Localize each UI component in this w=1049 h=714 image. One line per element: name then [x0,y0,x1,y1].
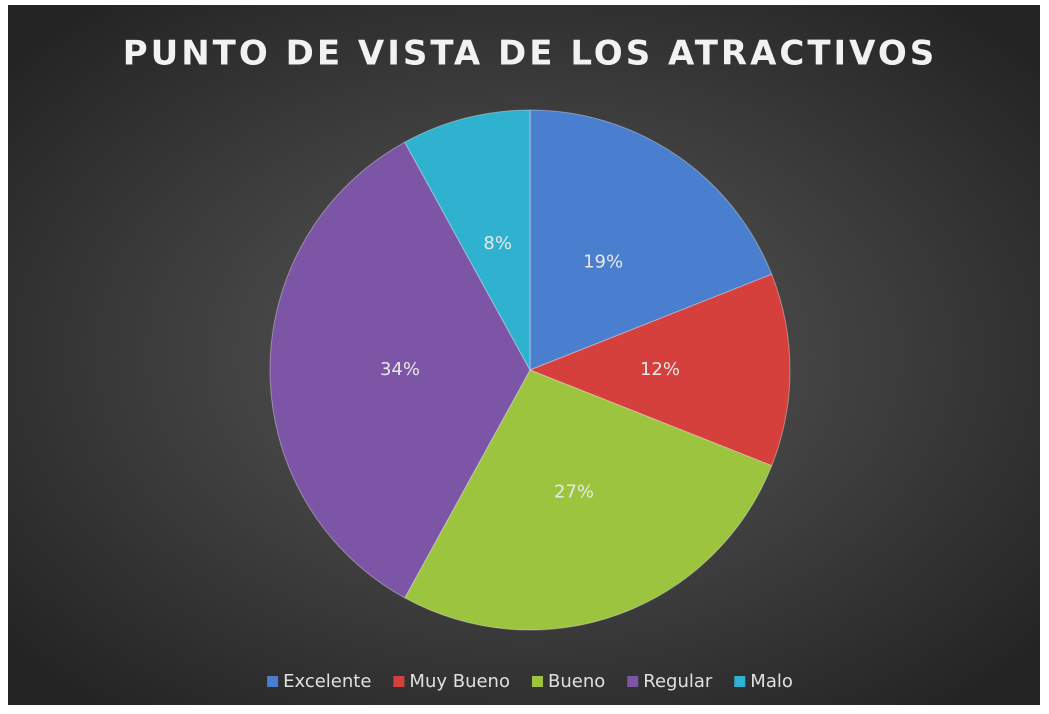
legend-label: Malo [750,671,793,692]
data-label: 34% [380,359,420,380]
legend-swatch [734,676,746,687]
pie-slice [404,109,531,371]
legend-swatch [531,676,543,687]
legend-label: Muy Bueno [409,671,510,692]
legend-label: Bueno [548,671,605,692]
data-label: 27% [554,481,594,502]
legend: Excelente Muy Bueno Bueno Regular Malo [267,671,793,692]
pie-slice [529,109,773,371]
data-label: 12% [640,359,680,380]
legend-label: Regular [643,671,713,692]
legend-swatch [627,676,639,687]
pie-slice [528,273,791,467]
data-label: 8% [483,233,512,254]
chart-title: PUNTO DE VISTA DE LOS ATRACTIVOS [123,34,938,74]
data-label: 19% [583,251,623,272]
legend-swatch [393,676,405,687]
pie-slice [404,369,773,631]
legend-label: Excelente [283,671,371,692]
pie-slice [269,141,531,599]
legend-swatch [267,676,279,687]
